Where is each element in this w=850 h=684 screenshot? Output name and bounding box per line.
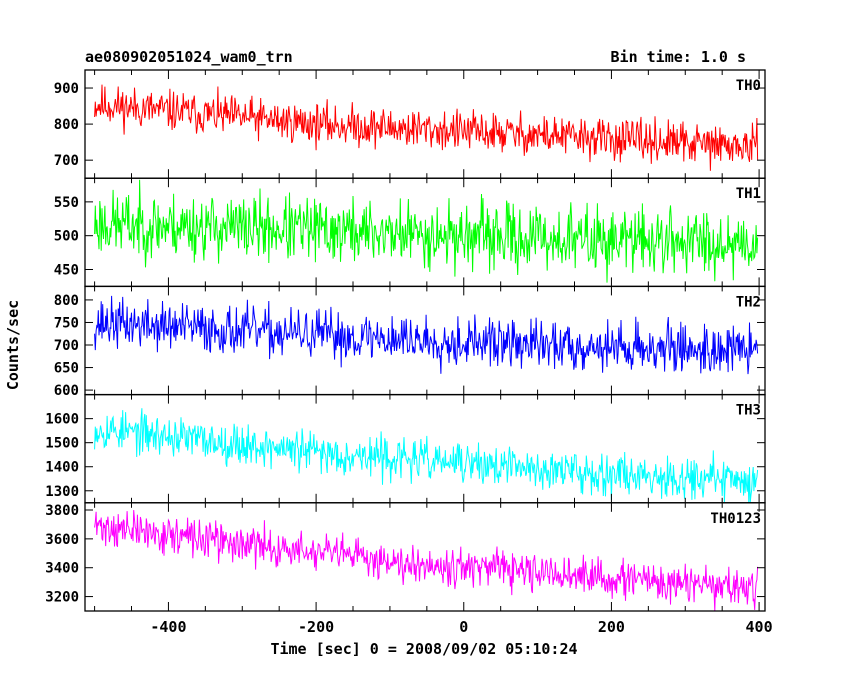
y-tick-label: 700	[54, 153, 79, 169]
panel-label: TH3	[736, 403, 761, 419]
y-tick-label: 1500	[45, 436, 79, 452]
panel-label: TH1	[736, 186, 761, 202]
y-tick-label: 1400	[45, 460, 79, 476]
y-tick-label: 500	[54, 229, 79, 245]
y-tick-label: 600	[54, 383, 79, 399]
y-tick-label: 700	[54, 338, 79, 354]
x-tick-label: 200	[598, 618, 625, 636]
chart-title: ae080902051024_wam0_trn	[85, 48, 293, 66]
series-line-th3	[94, 408, 759, 503]
bin-time-label: Bin time: 1.0 s	[611, 48, 746, 66]
series-line-th2	[94, 295, 759, 375]
panel-label: TH2	[736, 294, 761, 310]
series-line-th0123	[94, 510, 759, 611]
y-tick-label: 3800	[45, 503, 79, 519]
y-tick-label: 900	[54, 81, 79, 97]
series-line-th1	[94, 179, 759, 283]
y-tick-label: 800	[54, 293, 79, 309]
y-tick-label: 1600	[45, 412, 79, 428]
y-tick-label: 3200	[45, 590, 79, 606]
y-axis-label: Counts/sec	[4, 300, 22, 390]
x-tick-label: -200	[298, 618, 334, 636]
x-tick-label: 400	[746, 618, 773, 636]
x-axis-label: Time [sec] 0 = 2008/09/02 05:10:24	[270, 640, 577, 658]
y-tick-label: 750	[54, 315, 79, 331]
panel-label: TH0	[736, 78, 761, 94]
panel-label: TH0123	[710, 511, 761, 527]
y-tick-label: 550	[54, 195, 79, 211]
series-line-th0	[94, 84, 759, 171]
y-tick-label: 1300	[45, 484, 79, 500]
y-tick-label: 3400	[45, 561, 79, 577]
y-tick-label: 3600	[45, 532, 79, 548]
panels-group: TH0 700 800 900 TH1 450 500 550 TH2 600 650 700 750 8…	[45, 69, 773, 636]
y-tick-label: 800	[54, 117, 79, 133]
panel-frame	[84, 502, 766, 612]
x-tick-label: 0	[459, 618, 468, 636]
x-tick-label: -400	[150, 618, 186, 636]
y-tick-label: 650	[54, 361, 79, 377]
y-tick-label: 450	[54, 262, 79, 278]
